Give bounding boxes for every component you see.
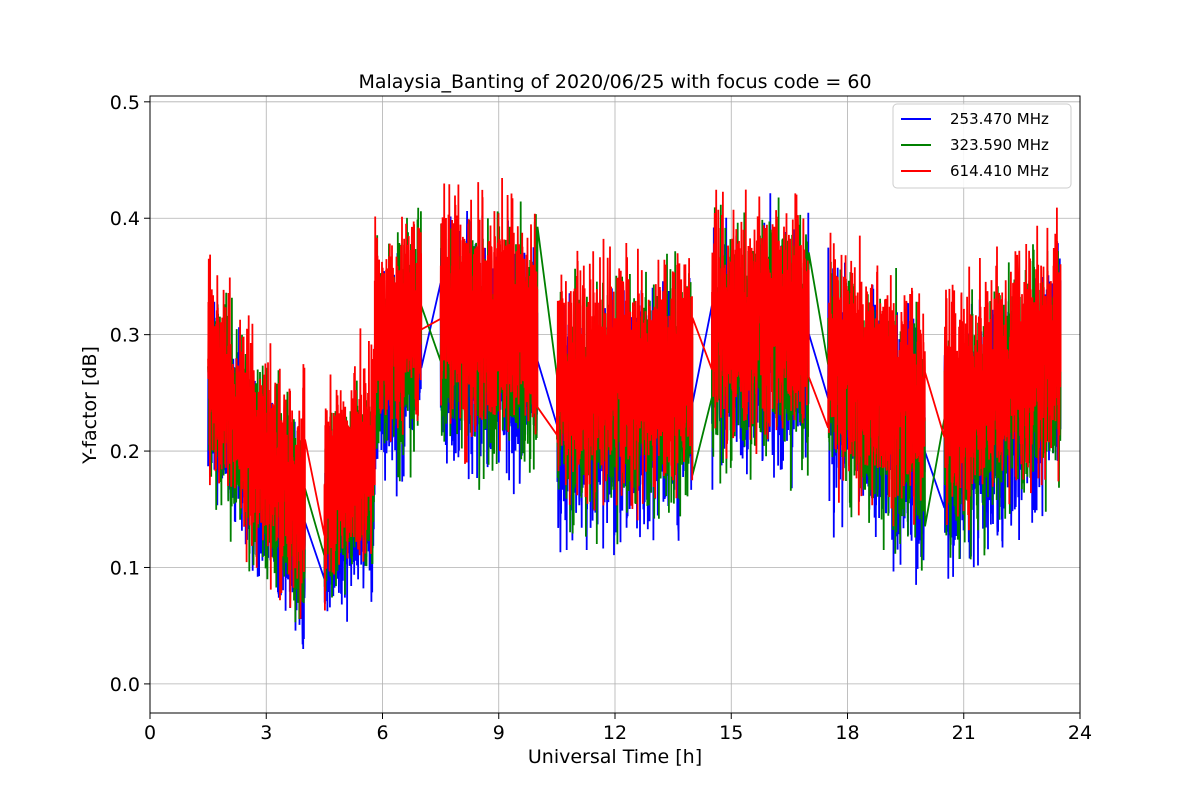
legend-label-253mhz: 253.470 MHz bbox=[950, 110, 1049, 128]
series-layer bbox=[207, 177, 1062, 650]
x-tick-label: 21 bbox=[952, 722, 976, 744]
y-axis: 0.0 0.1 0.2 0.3 0.4 0.5 bbox=[110, 92, 150, 696]
x-tick-label: 15 bbox=[719, 722, 743, 744]
x-tick-label: 18 bbox=[835, 722, 859, 744]
y-tick-label: 0.5 bbox=[110, 92, 140, 114]
chart-title: Malaysia_Banting of 2020/06/25 with focu… bbox=[358, 71, 871, 93]
x-axis-label: Universal Time [h] bbox=[528, 746, 702, 768]
y-tick-label: 0.1 bbox=[110, 557, 140, 579]
x-tick-label: 12 bbox=[603, 722, 627, 744]
legend-box bbox=[892, 103, 1072, 189]
legend: 253.470 MHz 323.590 MHz 614.410 MHz bbox=[892, 103, 1072, 189]
y-tick-label: 0.4 bbox=[110, 208, 140, 230]
y-axis-label: Y-factor [dB] bbox=[79, 346, 101, 465]
series-line-614-410 bbox=[207, 177, 1062, 619]
legend-label-614mhz: 614.410 MHz bbox=[950, 162, 1049, 180]
x-axis: 0 3 6 9 12 15 18 21 24 bbox=[144, 713, 1092, 744]
y-tick-label: 0.3 bbox=[110, 325, 140, 347]
x-tick-label: 6 bbox=[376, 722, 388, 744]
x-tick-label: 24 bbox=[1068, 722, 1092, 744]
x-tick-label: 9 bbox=[493, 722, 505, 744]
y-tick-label: 0.2 bbox=[110, 441, 140, 463]
x-tick-label: 0 bbox=[144, 722, 156, 744]
legend-label-323mhz: 323.590 MHz bbox=[950, 136, 1049, 154]
y-tick-label: 0.0 bbox=[110, 674, 140, 696]
x-tick-label: 3 bbox=[260, 722, 272, 744]
